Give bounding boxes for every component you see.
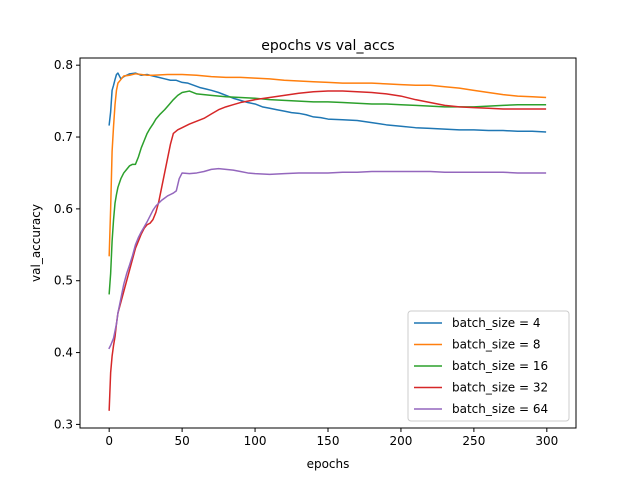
legend-box bbox=[407, 310, 570, 422]
y-axis-label: val_accuracy bbox=[29, 204, 43, 282]
x-tick-label-5: 250 bbox=[462, 434, 485, 448]
legend-label-1: batch_size = 8 bbox=[452, 338, 540, 352]
legend: batch_size = 4 batch_size = 8 batch_size =… bbox=[407, 310, 570, 422]
y-tick-label-3: 0.6 bbox=[54, 202, 73, 216]
x-tick-label-2: 100 bbox=[244, 434, 267, 448]
chart-title: epochs vs val_accs bbox=[261, 38, 394, 54]
x-axis-label: epochs bbox=[307, 457, 350, 471]
series-line-3 bbox=[108, 90, 547, 411]
x-axis: 0 50 100 150 200 250 300 bbox=[105, 428, 558, 448]
legend-label-2: batch_size = 16 bbox=[452, 359, 548, 373]
legend-label-4: batch_size = 64 bbox=[452, 402, 548, 416]
y-axis: 0.3 0.4 0.5 0.6 0.7 0.8 bbox=[54, 58, 80, 431]
y-tick-label-4: 0.7 bbox=[54, 130, 73, 144]
legend-label-3: batch_size = 32 bbox=[452, 381, 548, 395]
x-tick-label-6: 300 bbox=[535, 434, 558, 448]
y-tick-label-0: 0.3 bbox=[54, 417, 73, 431]
x-tick-label-0: 0 bbox=[105, 434, 113, 448]
y-tick-label-2: 0.5 bbox=[54, 274, 73, 288]
y-tick-label-1: 0.4 bbox=[54, 346, 73, 360]
series-line-1 bbox=[108, 73, 547, 257]
x-tick-label-4: 200 bbox=[389, 434, 412, 448]
x-tick-label-1: 50 bbox=[174, 434, 189, 448]
plot-area bbox=[79, 57, 577, 429]
series-line-2 bbox=[108, 90, 547, 295]
series-layer bbox=[108, 72, 547, 411]
series-line-0 bbox=[108, 72, 547, 133]
x-tick-label-3: 150 bbox=[317, 434, 340, 448]
y-tick-label-5: 0.8 bbox=[54, 58, 73, 72]
series-line-4 bbox=[108, 167, 547, 350]
legend-label-0: batch_size = 4 bbox=[452, 316, 540, 330]
